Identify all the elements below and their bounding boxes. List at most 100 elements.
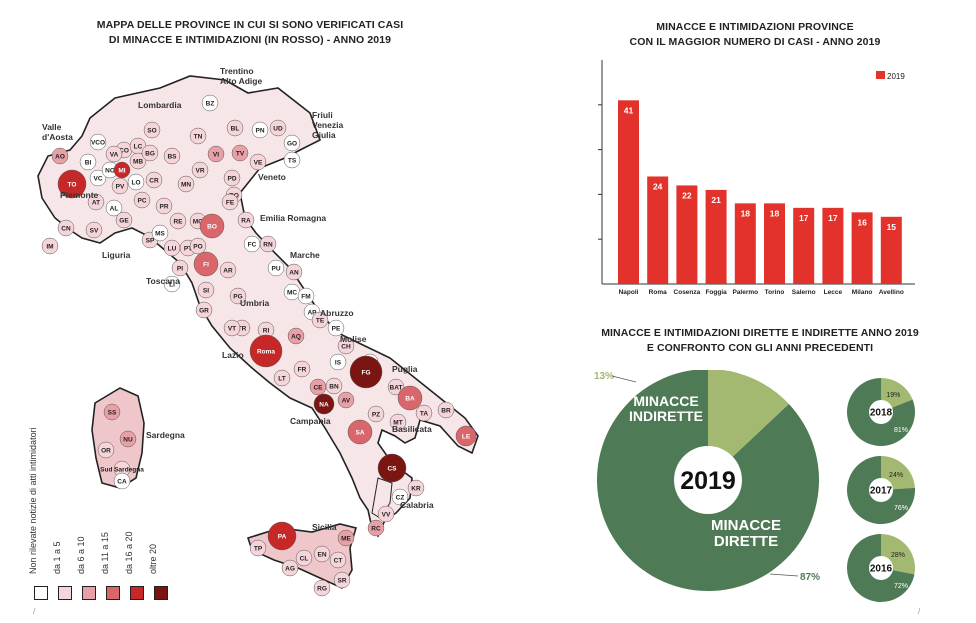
province-code-vc: VC <box>93 176 102 183</box>
pie-label-dirette-1: MINACCE <box>711 517 781 534</box>
region-label-calabria: Calabria <box>400 500 434 510</box>
x-label-cosenza: Cosenza <box>674 289 701 296</box>
legend-label: oltre 20 <box>148 543 158 574</box>
region-label-giulia: Giulia <box>312 130 336 140</box>
province-tv <box>231 144 249 162</box>
x-label-palermo: Palermo <box>732 289 758 296</box>
province-code-pt: PT <box>184 246 192 253</box>
province-mb <box>129 152 147 170</box>
province-cl <box>295 549 313 567</box>
province-code-po: PO <box>193 244 202 251</box>
province-code-ch: CH <box>341 344 351 351</box>
province-im <box>41 237 59 255</box>
province-rn <box>259 235 277 253</box>
province-vi <box>207 145 225 163</box>
bar-palermo <box>734 203 756 284</box>
province-code-pg: PG <box>233 294 242 301</box>
province-pu <box>267 259 285 277</box>
province-code-go: GO <box>287 141 297 148</box>
bar-value-lecce: 17 <box>828 213 838 223</box>
province-is <box>329 353 347 371</box>
province-ve <box>249 153 267 171</box>
pie-label-dirette-2: DIRETTE <box>714 533 778 550</box>
province-code-im: IM <box>46 244 53 251</box>
province-code-ms: MS <box>155 231 165 238</box>
province-code-ge: GE <box>119 218 129 225</box>
province-code-en: EN <box>317 552 326 559</box>
bar-value-milano: 16 <box>857 217 867 227</box>
bar-legend-label: 2019 <box>887 72 905 81</box>
province-code-ar: AR <box>223 268 233 275</box>
province-code-ba: BA <box>405 396 415 403</box>
pie-slice-share-0 <box>881 456 915 490</box>
province-pd <box>223 169 241 187</box>
pie-charts: 2019MINACCEINDIRETTEMINACCEDIRETTE13%87%… <box>594 370 915 602</box>
legend-swatch <box>58 586 72 600</box>
province-code-ta: TA <box>420 411 428 418</box>
pie-pct-small: 28% <box>891 552 905 559</box>
province-code-bl: BL <box>231 126 240 133</box>
bar-salerno <box>793 207 815 284</box>
region-label-friuli: Friuli <box>312 110 333 120</box>
pie-center-label: 2019 <box>680 467 736 495</box>
province-code-cs: CS <box>387 466 397 473</box>
x-label-lecce: Lecce <box>824 289 843 296</box>
bar-cosenza <box>676 185 698 284</box>
region-label-venezia: Venezia <box>312 120 343 130</box>
legend-swatch <box>82 586 96 600</box>
region-label-abruzzo: Abruzzo <box>320 308 354 318</box>
province-code-sp: SP <box>146 238 155 245</box>
bar-value-cosenza: 22 <box>682 190 692 200</box>
bar-chart-title: MINACCE E INTIMIDAZIONI PROVINCE CON IL M… <box>590 20 920 50</box>
region-label-emilia-romagna: Emilia Romagna <box>260 213 326 223</box>
province-ar <box>219 261 237 279</box>
province-ct <box>329 551 347 569</box>
province-code-ve: VE <box>254 160 263 167</box>
province-code-av: AV <box>342 398 351 405</box>
province-code-cn: CN <box>61 226 71 233</box>
region-label-umbria: Umbria <box>240 298 270 308</box>
province-code-br: BR <box>441 408 451 415</box>
pie-center-label: 2016 <box>870 564 893 575</box>
province-code-mb: MB <box>133 159 143 166</box>
province-pg <box>229 287 247 305</box>
pie-2016: 2016 28% 72% <box>847 534 915 602</box>
province-code-is: IS <box>335 360 342 367</box>
province-code-cl: CL <box>300 556 309 563</box>
province-code-si: SI <box>203 288 209 295</box>
province-code-fr: FR <box>298 367 307 374</box>
province-ts <box>283 151 301 169</box>
province-bz <box>201 94 219 112</box>
province-at <box>87 193 105 211</box>
pie-pct-large: 72% <box>894 583 908 590</box>
province-code-mc: MC <box>287 290 297 297</box>
province-code-vr: VR <box>195 168 204 175</box>
province-code-ao: AO <box>55 154 65 161</box>
province-code-lo: LO <box>131 180 140 187</box>
legend-label: da 1 a 5 <box>52 541 62 574</box>
province-li <box>163 275 181 293</box>
map-title-line2: DI MINACCE E INTIMIDAZIONI (IN ROSSO) - … <box>108 34 392 46</box>
bar-title-line-1: MINACCE E INTIMIDAZIONI PROVINCE <box>656 21 854 33</box>
province-pz <box>367 405 385 423</box>
bar-avellino <box>880 216 902 284</box>
province-code-pi: PI <box>177 266 183 273</box>
legend-label: da 6 a 10 <box>76 536 86 574</box>
pie-center <box>869 478 893 502</box>
province-code-fe: FE <box>226 200 235 207</box>
province-code-pd: PD <box>227 176 236 183</box>
pie-pct-large: 76% <box>894 505 908 512</box>
bar-value-napoli: 41 <box>624 105 634 115</box>
pie-chart-title: MINACCE E INTIMIDAZIONI DIRETTE E INDIRE… <box>590 326 930 356</box>
province-aq <box>287 327 305 345</box>
region-label-trentino: Trentino <box>220 66 254 76</box>
pie-pct-dirette: 87% <box>800 572 820 583</box>
province-si <box>197 281 215 299</box>
province-sa <box>347 419 373 445</box>
province-vt <box>223 319 241 337</box>
province-pv <box>111 177 129 195</box>
x-label-torino: Torino <box>765 289 785 296</box>
bar-napoli <box>618 100 639 284</box>
